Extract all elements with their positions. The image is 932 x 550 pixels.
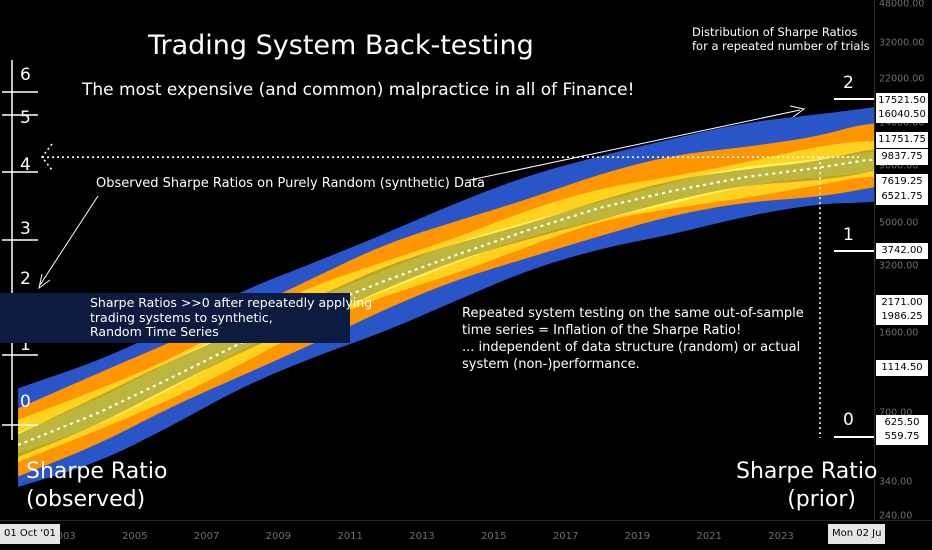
distribution-note-line: Distribution of Sharpe Ratios [692, 25, 858, 39]
sharpe-tick-label: 0 [20, 392, 31, 412]
chart-title: Trading System Back-testing [148, 30, 534, 61]
start-date-badge: 01 Oct '01 [0, 524, 60, 544]
sharpe-note-line: Sharpe Ratios >>0 after repeatedly apply… [90, 295, 373, 310]
sharpe-observed-line: (observed) [26, 487, 146, 512]
price-marker: 6521.75 [876, 188, 928, 205]
price-marker: 16040.50 [876, 107, 928, 124]
price-tick-label: 48000.00 [879, 0, 925, 10]
sharpe-note: Sharpe Ratios >>0 after repeatedly apply… [90, 295, 373, 340]
price-tick-label: 240.00 [879, 510, 913, 522]
repeated-note-line: time series = Inflation of the Sharpe Ra… [462, 323, 742, 338]
year-tick-label: 2021 [696, 531, 722, 542]
sharpe-note-box [0, 293, 350, 343]
distribution-bands [18, 102, 907, 487]
price-tick-label: 22000.00 [879, 73, 925, 85]
year-tick-label: 2005 [122, 531, 148, 542]
price-marker: 2171.00 [876, 295, 928, 312]
year-tick-label: 2009 [265, 531, 292, 542]
price-marker: 17521.50 [876, 93, 928, 110]
sharpe-tick-label: 3 [20, 219, 31, 239]
sharpe-observed-line: Sharpe Ratio [26, 459, 168, 484]
year-tick-label: 2011 [337, 531, 363, 542]
end-date-badge: Mon 02 Ju [828, 524, 886, 544]
price-tick-label: 340.00 [879, 476, 913, 488]
price-marker: 9837.75 [876, 149, 928, 166]
sharpe-tick-label: 5 [20, 108, 31, 128]
band-mid [18, 122, 907, 477]
sharpe-note-line: Random Time Series [90, 324, 219, 339]
price-tick-label: 32000.00 [879, 37, 925, 49]
price-marker: 625.50 [876, 415, 928, 432]
price-marker: 7619.25 [876, 173, 928, 190]
observed-note: Observed Sharpe Ratios on Purely Random … [96, 176, 485, 191]
price-tick-label: 3200.00 [879, 260, 919, 272]
trend-arrow-head-icon [789, 105, 806, 118]
trend-arrow [469, 109, 801, 181]
prior-tick-label: 1 [843, 225, 854, 245]
band-core [18, 146, 907, 454]
repeated-note-line: Repeated system testing on the same out-… [462, 306, 804, 321]
repeated-note-line: system (non-)performance. [462, 357, 640, 372]
time-axis[interactable]: 2003 2005 2007 2009 2011 2013 2015 2017 2019 2021… [0, 520, 932, 550]
sharpe-tick-label: 6 [20, 65, 31, 85]
sharpe-prior-line: (prior) [787, 487, 856, 512]
price-tick-label: 700.00 [879, 407, 913, 419]
year-tick-label: 2019 [624, 531, 651, 542]
observed-arrow-head-icon [38, 273, 51, 290]
repeated-testing-note: Repeated system testing on the same out-… [462, 305, 804, 373]
price-marker: 559.75 [876, 429, 928, 446]
distribution-note: Distribution of Sharpe Ratios for a repe… [692, 25, 870, 53]
observed-arrow [39, 195, 99, 286]
price-tick-label: 9000.00 [879, 160, 919, 172]
sharpe-tick-label: 1 [20, 335, 31, 355]
price-tick-label: 5000.00 [879, 217, 919, 229]
price-tick-label: 1600.00 [879, 327, 919, 339]
reference-arrow-icon [40, 143, 53, 171]
price-marker: 3742.00 [876, 242, 928, 259]
sharpe-observed-label: Sharpe Ratio (observed) [26, 458, 167, 514]
sharpe-prior-label: Sharpe Ratio (prior) [736, 458, 878, 514]
sharpe-prior-line: Sharpe Ratio [736, 459, 878, 484]
year-tick-label: 2003 [50, 531, 76, 542]
price-marker: 11751.75 [876, 131, 928, 148]
repeated-note-line: ... independent of data structure (rando… [462, 340, 801, 355]
band-core-shade [18, 145, 907, 458]
year-tick-label: 2007 [193, 531, 220, 542]
year-tick-label: 2015 [481, 531, 507, 542]
price-marker: 1986.25 [876, 309, 928, 326]
chart-subtitle: The most expensive (and common) malpract… [82, 80, 635, 100]
year-tick-label: 2023 [768, 531, 794, 542]
distribution-note-line: for a repeated number of trials [692, 39, 870, 53]
prior-tick-label: 2 [843, 73, 854, 93]
year-tick-label: 2013 [409, 531, 435, 542]
prior-tick-label: 0 [843, 410, 854, 430]
sharpe-note-line: trading systems to synthetic, [90, 309, 273, 325]
sharpe-tick-label: 4 [20, 155, 31, 175]
year-tick-label: 2017 [552, 531, 579, 542]
price-marker: 1114.50 [876, 359, 928, 376]
sharpe-tick-label: 2 [20, 269, 31, 289]
